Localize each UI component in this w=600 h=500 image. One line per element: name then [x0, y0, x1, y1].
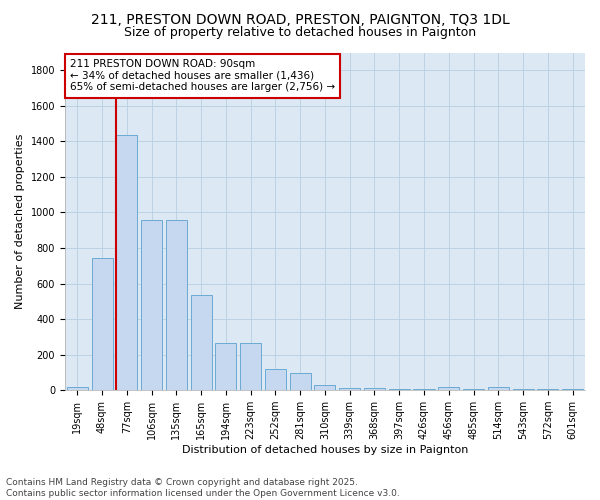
- Bar: [141, 220, 162, 390]
- Bar: [67, 386, 88, 390]
- Bar: [240, 343, 261, 390]
- Bar: [166, 220, 187, 390]
- Text: Contains HM Land Registry data © Crown copyright and database right 2025.
Contai: Contains HM Land Registry data © Crown c…: [6, 478, 400, 498]
- X-axis label: Distribution of detached houses by size in Paignton: Distribution of detached houses by size …: [182, 445, 468, 455]
- Bar: [191, 295, 212, 390]
- Bar: [215, 343, 236, 390]
- Bar: [116, 135, 137, 390]
- Bar: [314, 385, 335, 390]
- Bar: [92, 258, 113, 390]
- Bar: [488, 386, 509, 390]
- Bar: [364, 388, 385, 390]
- Text: 211, PRESTON DOWN ROAD, PRESTON, PAIGNTON, TQ3 1DL: 211, PRESTON DOWN ROAD, PRESTON, PAIGNTO…: [91, 12, 509, 26]
- Y-axis label: Number of detached properties: Number of detached properties: [15, 134, 25, 309]
- Bar: [265, 369, 286, 390]
- Text: Size of property relative to detached houses in Paignton: Size of property relative to detached ho…: [124, 26, 476, 39]
- Bar: [290, 374, 311, 390]
- Bar: [339, 388, 360, 390]
- Text: 211 PRESTON DOWN ROAD: 90sqm
← 34% of detached houses are smaller (1,436)
65% of: 211 PRESTON DOWN ROAD: 90sqm ← 34% of de…: [70, 60, 335, 92]
- Bar: [438, 386, 460, 390]
